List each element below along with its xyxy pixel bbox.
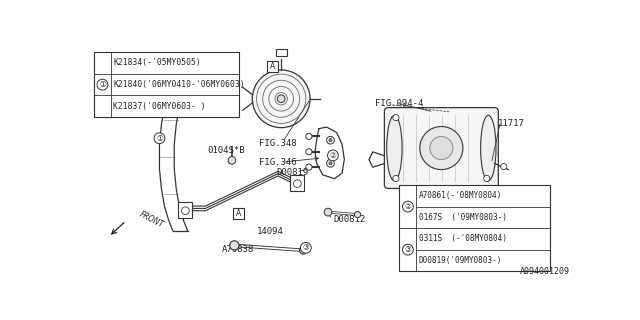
Text: A094001209: A094001209 <box>520 267 570 276</box>
Circle shape <box>328 150 339 161</box>
Text: FIG.094-4: FIG.094-4 <box>375 99 423 108</box>
Bar <box>276 49 287 56</box>
Text: 11717: 11717 <box>498 119 525 128</box>
Bar <box>290 175 303 190</box>
Bar <box>94 52 239 117</box>
Bar <box>233 208 244 219</box>
Text: 0311S  (-'08MY0804): 0311S (-'08MY0804) <box>419 235 507 244</box>
Circle shape <box>306 164 312 170</box>
Ellipse shape <box>481 115 496 181</box>
Circle shape <box>324 208 332 216</box>
Ellipse shape <box>252 70 310 128</box>
Circle shape <box>300 246 307 254</box>
Text: 0104S*B: 0104S*B <box>207 146 245 155</box>
Text: FIG.348: FIG.348 <box>259 139 296 148</box>
Circle shape <box>393 115 399 121</box>
Circle shape <box>228 156 236 164</box>
Text: A70838: A70838 <box>222 244 254 253</box>
Text: ②: ② <box>404 202 412 211</box>
Circle shape <box>393 175 399 181</box>
Text: FIG.346: FIG.346 <box>259 158 296 167</box>
Text: ①: ① <box>156 134 163 143</box>
Text: K21840('06MY0410-'06MY0603): K21840('06MY0410-'06MY0603) <box>113 80 244 89</box>
Circle shape <box>500 164 507 170</box>
Circle shape <box>403 244 413 255</box>
Text: D00812: D00812 <box>333 215 365 224</box>
Text: A70861(-'08MY0804): A70861(-'08MY0804) <box>419 191 502 200</box>
Circle shape <box>403 201 413 212</box>
Circle shape <box>355 212 361 218</box>
Circle shape <box>329 139 332 142</box>
Circle shape <box>294 180 301 188</box>
Text: 0167S  ('09MY0803-): 0167S ('09MY0803-) <box>419 213 507 222</box>
Text: K21837('06MY0603- ): K21837('06MY0603- ) <box>113 102 206 111</box>
Circle shape <box>484 175 490 181</box>
Circle shape <box>329 162 332 165</box>
Ellipse shape <box>387 115 402 181</box>
Circle shape <box>97 79 108 90</box>
Circle shape <box>300 243 311 253</box>
Bar <box>179 202 193 218</box>
Circle shape <box>430 137 453 160</box>
Circle shape <box>230 241 239 250</box>
Text: FRONT: FRONT <box>138 210 166 229</box>
Bar <box>399 185 550 271</box>
Circle shape <box>420 126 463 170</box>
Text: D00819: D00819 <box>276 168 308 177</box>
Text: ②: ② <box>330 151 337 160</box>
Circle shape <box>306 149 312 155</box>
Text: ③: ③ <box>302 243 309 252</box>
Text: ①: ① <box>99 80 106 89</box>
Text: D00819('09MY0803-): D00819('09MY0803-) <box>419 256 502 265</box>
Circle shape <box>277 95 285 103</box>
Text: A: A <box>270 62 275 71</box>
Circle shape <box>154 133 165 144</box>
Bar <box>268 61 278 72</box>
Circle shape <box>326 159 334 167</box>
Circle shape <box>326 136 334 144</box>
Text: ③: ③ <box>404 245 412 254</box>
FancyBboxPatch shape <box>385 108 499 188</box>
Text: A: A <box>236 209 241 218</box>
Circle shape <box>306 133 312 140</box>
Circle shape <box>182 207 189 215</box>
Text: 14094: 14094 <box>257 227 284 236</box>
Text: K21834(-'05MY0505): K21834(-'05MY0505) <box>113 58 201 67</box>
